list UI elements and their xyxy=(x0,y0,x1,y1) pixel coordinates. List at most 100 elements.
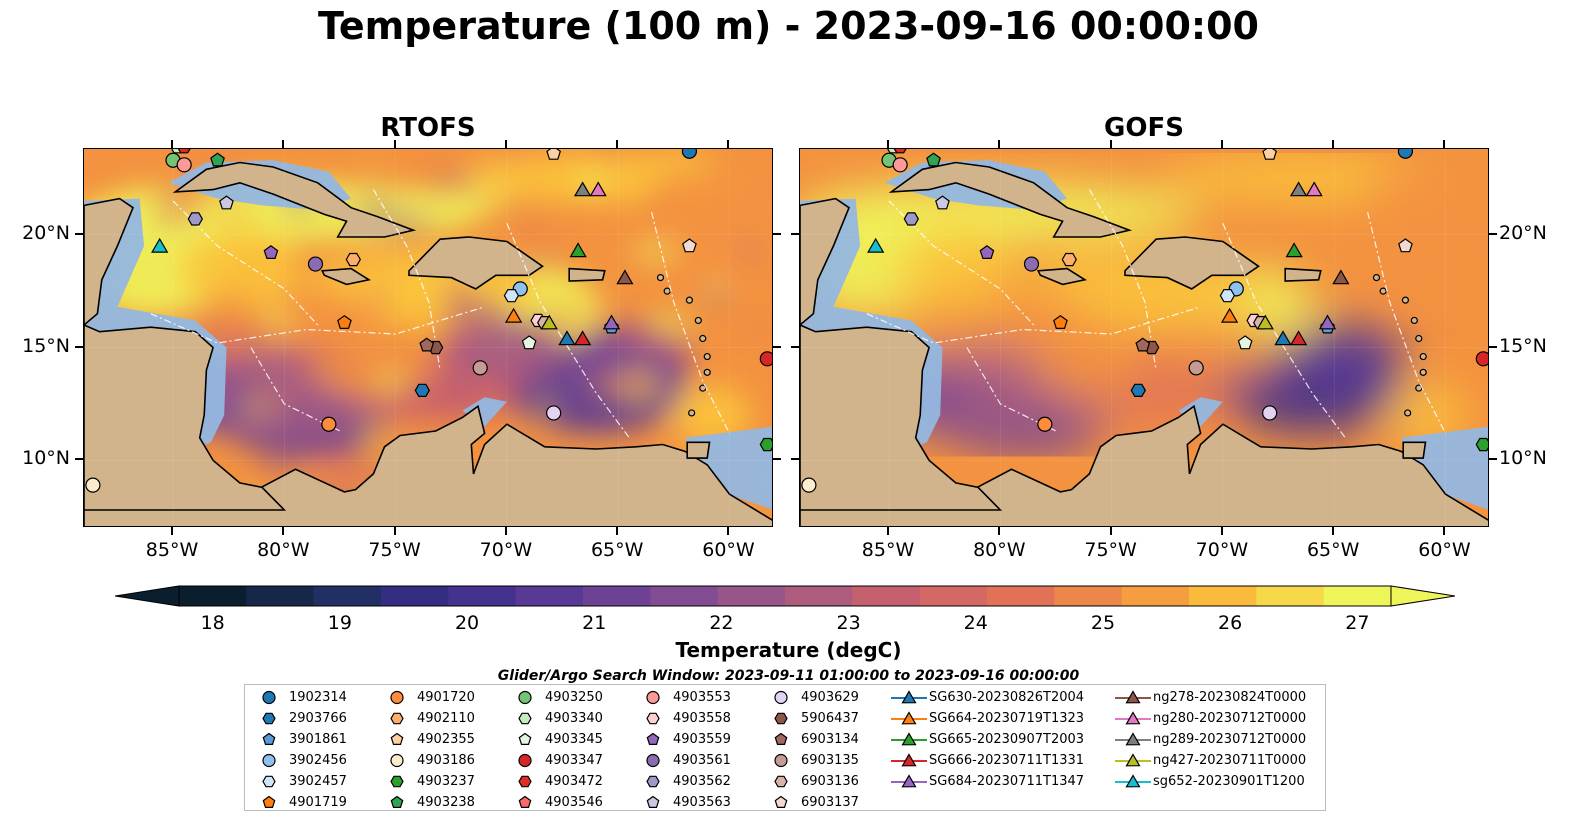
platform-marker-21 xyxy=(307,256,324,272)
platform-marker-11 xyxy=(926,152,941,167)
platform-marker-39 xyxy=(867,237,885,253)
legend-column: 4901720 4902110 4902355 4903186 4903237 49032… xyxy=(377,687,475,813)
legend-entry: ng278-20230824T0000 xyxy=(1113,687,1306,708)
lon-label: 75°W xyxy=(368,539,421,561)
temperature-eddy xyxy=(261,308,294,331)
platform-marker-38 xyxy=(540,314,558,330)
colorbar-tick-label: 19 xyxy=(327,612,352,634)
lat-tick-right xyxy=(1489,232,1497,235)
legend-marker xyxy=(774,775,788,788)
platform-marker-8 xyxy=(1262,149,1278,160)
legend-marker xyxy=(646,753,660,768)
lon-tick xyxy=(504,527,507,535)
legend-marker-icon xyxy=(761,729,801,750)
temperature-eddy xyxy=(622,317,653,354)
legend-entry: 4903629 xyxy=(761,687,859,708)
legend-entry: 4903558 xyxy=(633,708,731,729)
legend-marker xyxy=(1125,774,1141,788)
colorbar-segment xyxy=(987,586,1055,606)
lon-label: 65°W xyxy=(1306,539,1360,561)
platform-marker-7 xyxy=(1061,252,1077,267)
legend-marker xyxy=(518,712,532,725)
platform-marker-15 xyxy=(759,351,772,367)
colorbar-extend-high xyxy=(1390,585,1455,607)
legend-marker-icon xyxy=(505,750,545,771)
lat-label-left: 10°N xyxy=(22,447,70,470)
lat-tick xyxy=(791,345,799,348)
legend-label: SG666-20230711T1331 xyxy=(929,753,1085,768)
legend-label: 4903558 xyxy=(673,711,731,726)
legend-column: 4903250 4903340 4903345 4903347 4903472 49035… xyxy=(505,687,603,813)
legend-marker xyxy=(262,795,276,808)
legend-label: 4903562 xyxy=(673,774,731,789)
island xyxy=(1419,352,1427,361)
lon-tick xyxy=(1443,527,1446,535)
legend-marker-icon xyxy=(633,792,673,813)
eez-boundary xyxy=(150,306,485,344)
temperature-eddy xyxy=(598,149,622,160)
temperature-eddy xyxy=(234,399,278,417)
colorbar-segment xyxy=(381,586,449,606)
lon-label: 75°W xyxy=(1084,539,1137,561)
island xyxy=(1410,316,1418,325)
legend-marker-icon xyxy=(761,750,801,771)
legend-marker xyxy=(518,690,532,705)
temperature-patch xyxy=(671,385,752,446)
legend-marker-icon xyxy=(633,708,673,729)
legend-entry: 4903561 xyxy=(633,750,731,771)
platform-marker-18 xyxy=(176,157,192,173)
lon-tick xyxy=(393,527,396,535)
island xyxy=(688,409,696,417)
legend-label: 4903629 xyxy=(801,690,859,705)
legend-marker-icon xyxy=(505,687,545,708)
legend-entry: 6903135 xyxy=(761,750,859,771)
colorbar-segment xyxy=(1323,586,1392,606)
legend-column: 4903629 5906437 6903134 6903135 6903136 69031… xyxy=(761,687,859,813)
colorbar-label: Temperature (degC) xyxy=(675,638,902,662)
lon-tick xyxy=(1220,527,1223,535)
island xyxy=(703,368,711,376)
platform-marker-36 xyxy=(589,181,607,197)
platform-marker-6 xyxy=(1037,416,1053,432)
panel-title-gofs: GOFS xyxy=(1104,113,1184,143)
lon-tick xyxy=(727,527,730,535)
land-area xyxy=(84,197,134,327)
temperature-eddy xyxy=(699,290,732,306)
platform-marker-29 xyxy=(1398,238,1413,253)
legend-label: 5906437 xyxy=(801,711,859,726)
island xyxy=(1404,409,1412,417)
legend-marker xyxy=(901,711,917,725)
legend-entry: 4903562 xyxy=(633,771,731,792)
legend-label: 6903137 xyxy=(801,795,859,810)
colorbar-segment xyxy=(919,586,988,606)
platform-marker-15 xyxy=(1475,351,1488,367)
platform-marker-1 xyxy=(1130,383,1146,397)
legend-label: sg652-20230901T1200 xyxy=(1153,774,1305,789)
platform-marker-7 xyxy=(345,252,361,267)
lat-label-right: 20°N xyxy=(1499,221,1547,244)
legend-label: 4903561 xyxy=(673,753,731,768)
colorbar-tick-label: 23 xyxy=(836,612,861,634)
platform-marker-27 xyxy=(1188,360,1204,376)
legend-marker xyxy=(390,712,404,725)
map-panel-rtofs xyxy=(83,148,773,527)
legend-label: 3901861 xyxy=(289,732,347,747)
legend-marker xyxy=(390,775,404,788)
legend-label: 4902355 xyxy=(417,732,475,747)
legend-marker xyxy=(901,732,917,746)
lat-tick xyxy=(75,345,83,348)
platform-marker-4 xyxy=(1219,289,1236,303)
search-window-text: Glider/Argo Search Window: 2023-09-11 01… xyxy=(497,668,1080,684)
lat-tick-right xyxy=(1489,458,1497,461)
platform-marker-9 xyxy=(801,477,817,493)
legend-marker xyxy=(390,795,404,808)
legend-marker-icon xyxy=(1113,687,1153,708)
platform-marker-0 xyxy=(681,149,698,159)
platform-marker-31 xyxy=(1220,307,1239,323)
temperature-eddy xyxy=(436,317,493,336)
legend-marker-icon xyxy=(377,750,417,771)
legend-marker xyxy=(262,712,276,725)
legend-marker xyxy=(901,753,917,767)
map-gridlines xyxy=(84,149,772,526)
legend-marker xyxy=(518,753,532,768)
